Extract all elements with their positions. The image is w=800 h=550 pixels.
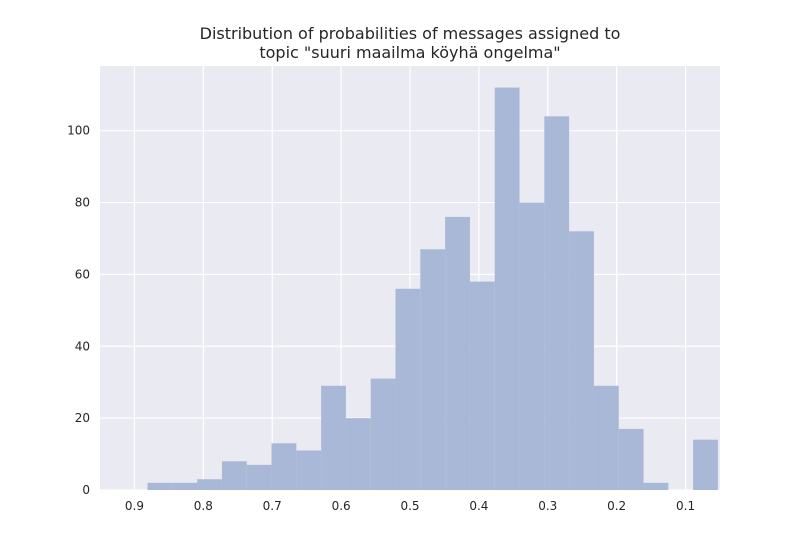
y-tick-label: 80	[75, 196, 90, 210]
histogram-bar-22	[693, 439, 718, 490]
histogram-bar-13	[469, 281, 495, 490]
histogram-bar-18	[593, 385, 619, 490]
x-tick-label: 0.6	[332, 499, 351, 513]
histogram-bar-2	[197, 479, 222, 490]
histogram-bar-7	[321, 385, 346, 490]
x-tick-label: 0.4	[469, 499, 488, 513]
histogram-bar-5	[271, 443, 297, 490]
chart-title-line-2: topic "suuri maailma köyhä ongelma"	[259, 43, 561, 62]
histogram-bar-0	[147, 482, 173, 490]
histogram-bar-8	[345, 418, 371, 490]
histogram-bar-9	[370, 378, 396, 490]
histogram-bar-4	[246, 464, 272, 490]
x-tick-label: 0.1	[676, 499, 695, 513]
chart-title-line-1: Distribution of probabilities of message…	[199, 24, 621, 43]
histogram-bar-3	[221, 461, 247, 490]
histogram-bar-17	[569, 231, 594, 490]
histogram-bar-19	[618, 428, 644, 490]
y-tick-label: 0	[82, 483, 90, 497]
histogram-bar-1	[172, 482, 198, 490]
histogram-bar-10	[395, 288, 421, 490]
x-axis-ticks: 0.9 0.8 0.7 0.6 0.5 0.4 0.3 0.2 0.1	[125, 499, 695, 513]
y-tick-label: 40	[75, 339, 90, 353]
histogram-bar-11	[420, 249, 446, 490]
x-tick-label: 0.9	[125, 499, 144, 513]
histogram-bar-16	[544, 116, 570, 490]
y-tick-label: 100	[67, 124, 90, 138]
histogram-bar-12	[445, 216, 470, 490]
chart-title: Distribution of probabilities of message…	[0, 24, 800, 62]
histogram-bar-14	[494, 87, 520, 490]
histogram-bar-15	[519, 202, 545, 491]
x-tick-label: 0.2	[607, 499, 626, 513]
x-tick-label: 0.5	[400, 499, 419, 513]
histogram-bar-6	[296, 450, 322, 490]
x-tick-label: 0.3	[538, 499, 557, 513]
y-tick-label: 60	[75, 267, 90, 281]
x-tick-label: 0.7	[263, 499, 282, 513]
histogram-bar-20	[643, 482, 669, 490]
x-tick-label: 0.8	[194, 499, 213, 513]
y-tick-label: 20	[75, 411, 90, 425]
y-axis-ticks: 0 20 40 60 80 100	[67, 124, 90, 497]
bars	[147, 87, 718, 491]
